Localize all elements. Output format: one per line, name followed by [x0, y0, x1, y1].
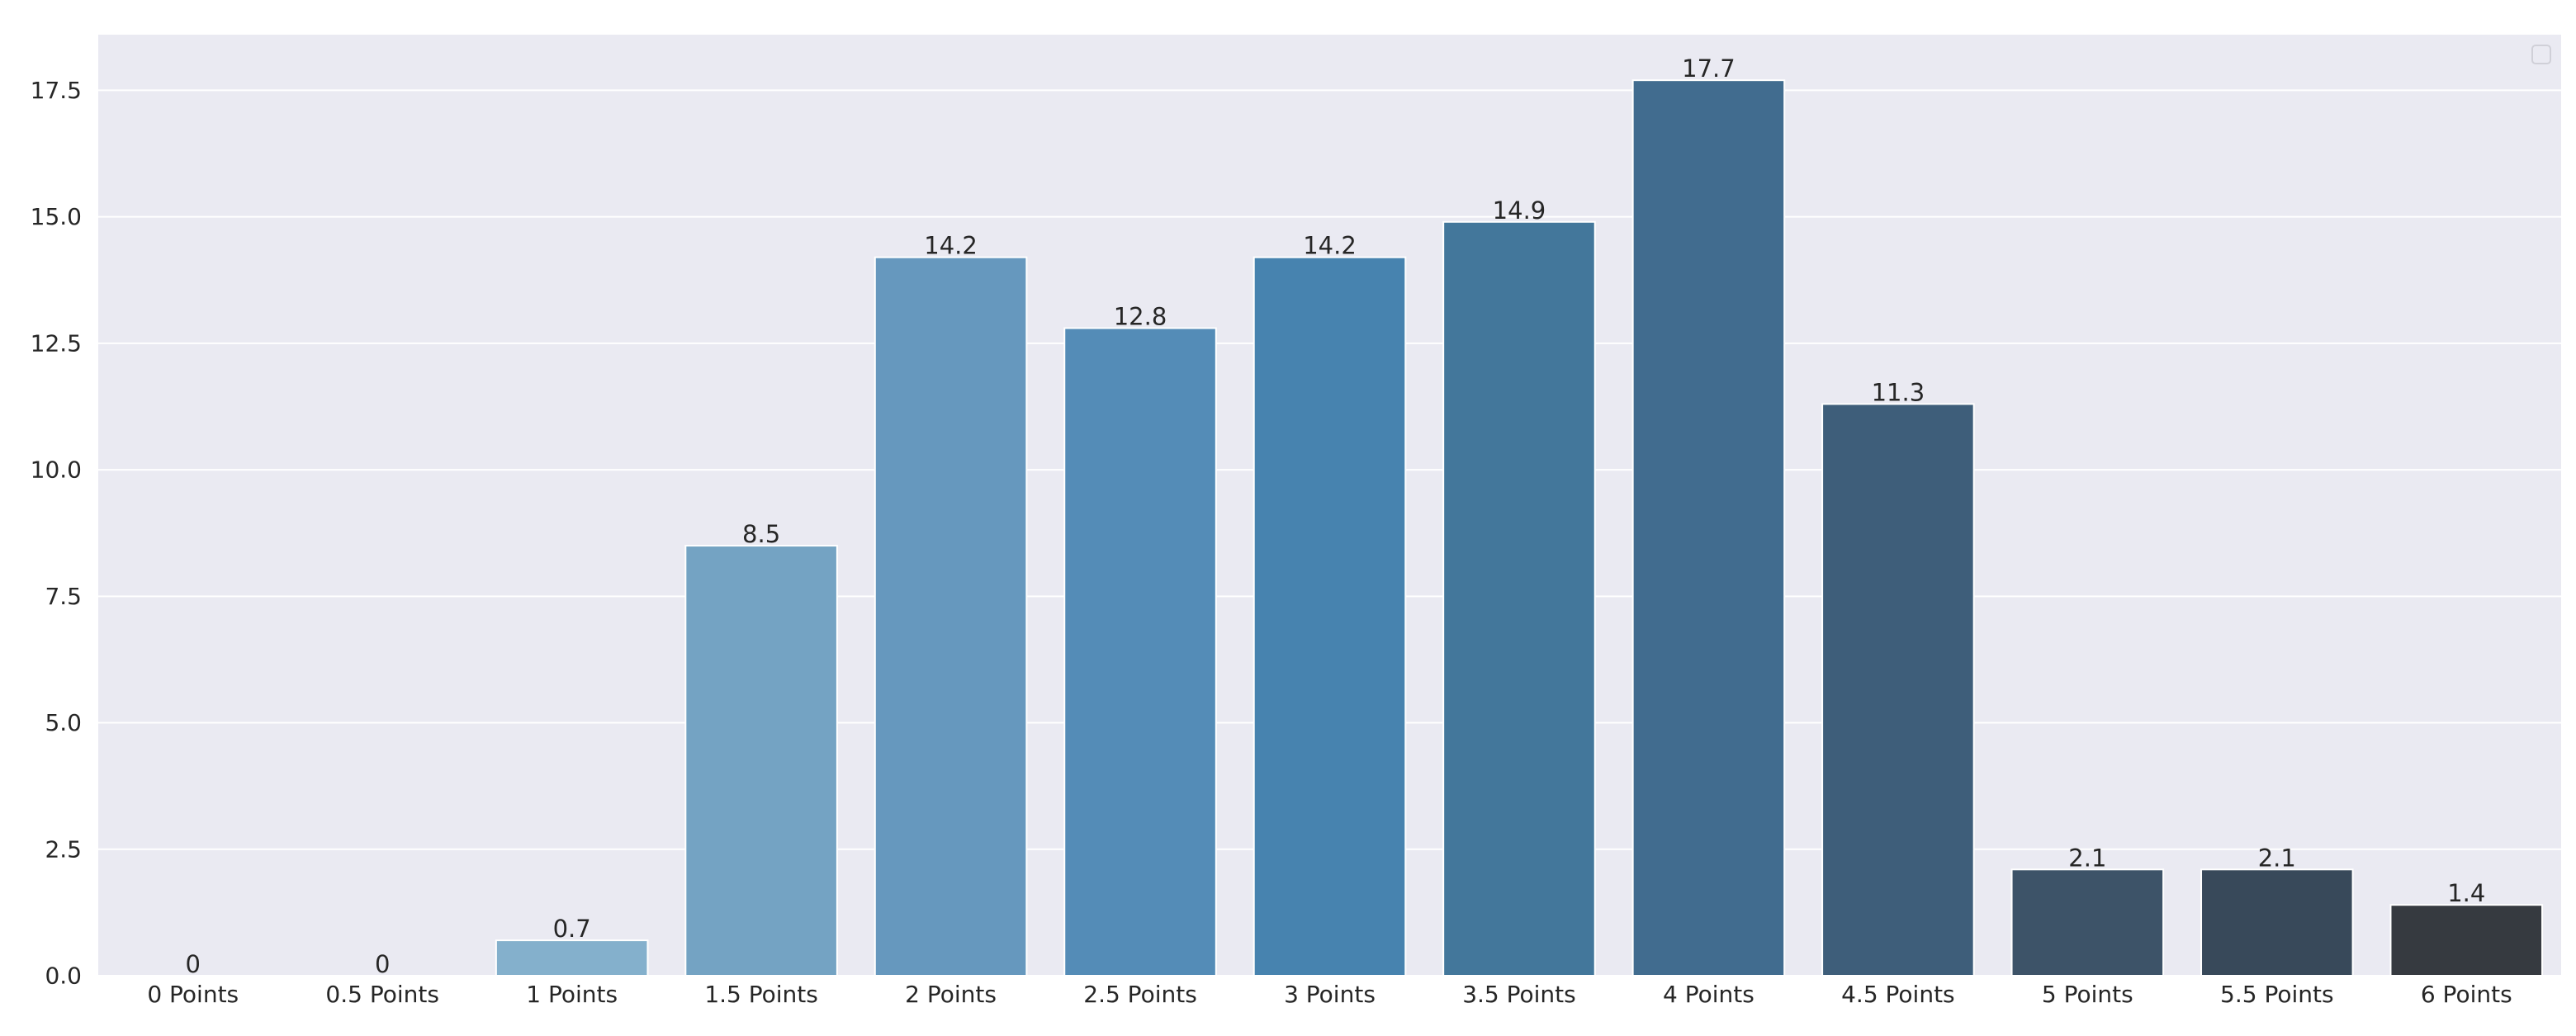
x-tick-label: 0 Points — [147, 981, 239, 1008]
bar — [1442, 220, 1596, 977]
y-tick-label: 5.0 — [45, 709, 82, 736]
bar — [2389, 904, 2544, 977]
bar-value-label: 11.3 — [1872, 378, 1925, 406]
x-tick-label: 0.5 Points — [325, 981, 439, 1008]
x-tick-label: 2.5 Points — [1083, 981, 1197, 1008]
x-tick-label: 5.5 Points — [2220, 981, 2334, 1008]
bar-value-label: 14.9 — [1493, 196, 1546, 225]
bar — [1252, 256, 1407, 977]
bar-value-label: 12.8 — [1114, 302, 1167, 330]
bar — [495, 939, 649, 977]
bar — [1821, 403, 1975, 977]
bar-value-label: 0 — [375, 950, 390, 978]
x-axis-tick-labels: 0 Points 0.5 Points 1 Points 1.5 Points 2 Po… — [147, 981, 2512, 1008]
y-axis-tick-labels: 0.0 2.5 5.0 7.5 10.0 12.5 15.0 17.5 — [31, 77, 82, 990]
x-tick-label: 1 Points — [526, 981, 618, 1008]
x-tick-label: 3 Points — [1284, 981, 1376, 1008]
y-tick-label: 0.0 — [45, 963, 82, 990]
bar-value-label: 8.5 — [742, 520, 780, 548]
bar — [1631, 79, 1786, 977]
bar — [684, 545, 838, 977]
x-tick-label: 4 Points — [1663, 981, 1754, 1008]
x-tick-label: 2 Points — [905, 981, 997, 1008]
y-tick-label: 7.5 — [45, 583, 82, 610]
x-tick-label: 4.5 Points — [1841, 981, 1955, 1008]
bar-value-labels: 0 0 0.7 8.5 14.2 12.8 14.2 14.9 17.7 11.3 2.1 2.1 1.… — [186, 54, 2486, 978]
bar-value-label: 2.1 — [2258, 844, 2296, 872]
x-tick-label: 1.5 Points — [704, 981, 818, 1008]
bar-value-label: 0.7 — [553, 915, 591, 943]
bar-value-label: 14.2 — [1303, 232, 1357, 260]
bar — [874, 256, 1028, 977]
y-tick-label: 15.0 — [31, 203, 82, 230]
x-tick-label: 5 Points — [2042, 981, 2133, 1008]
bars — [495, 79, 2544, 977]
y-tick-label: 12.5 — [31, 329, 82, 357]
x-tick-label: 6 Points — [2421, 981, 2512, 1008]
y-tick-label: 10.0 — [31, 457, 82, 484]
bar-value-label: 1.4 — [2447, 879, 2485, 907]
bar — [1063, 327, 1217, 977]
x-tick-label: 3.5 Points — [1462, 981, 1576, 1008]
y-tick-label: 2.5 — [45, 835, 82, 863]
bar-value-label: 2.1 — [2068, 844, 2106, 872]
legend — [2531, 45, 2551, 64]
y-tick-label: 17.5 — [31, 77, 82, 104]
bar — [2010, 868, 2165, 977]
bar-value-label: 17.7 — [1682, 54, 1735, 83]
bar-value-label: 14.2 — [924, 232, 978, 260]
bar-value-label: 0 — [186, 950, 201, 978]
bar — [2200, 868, 2354, 977]
